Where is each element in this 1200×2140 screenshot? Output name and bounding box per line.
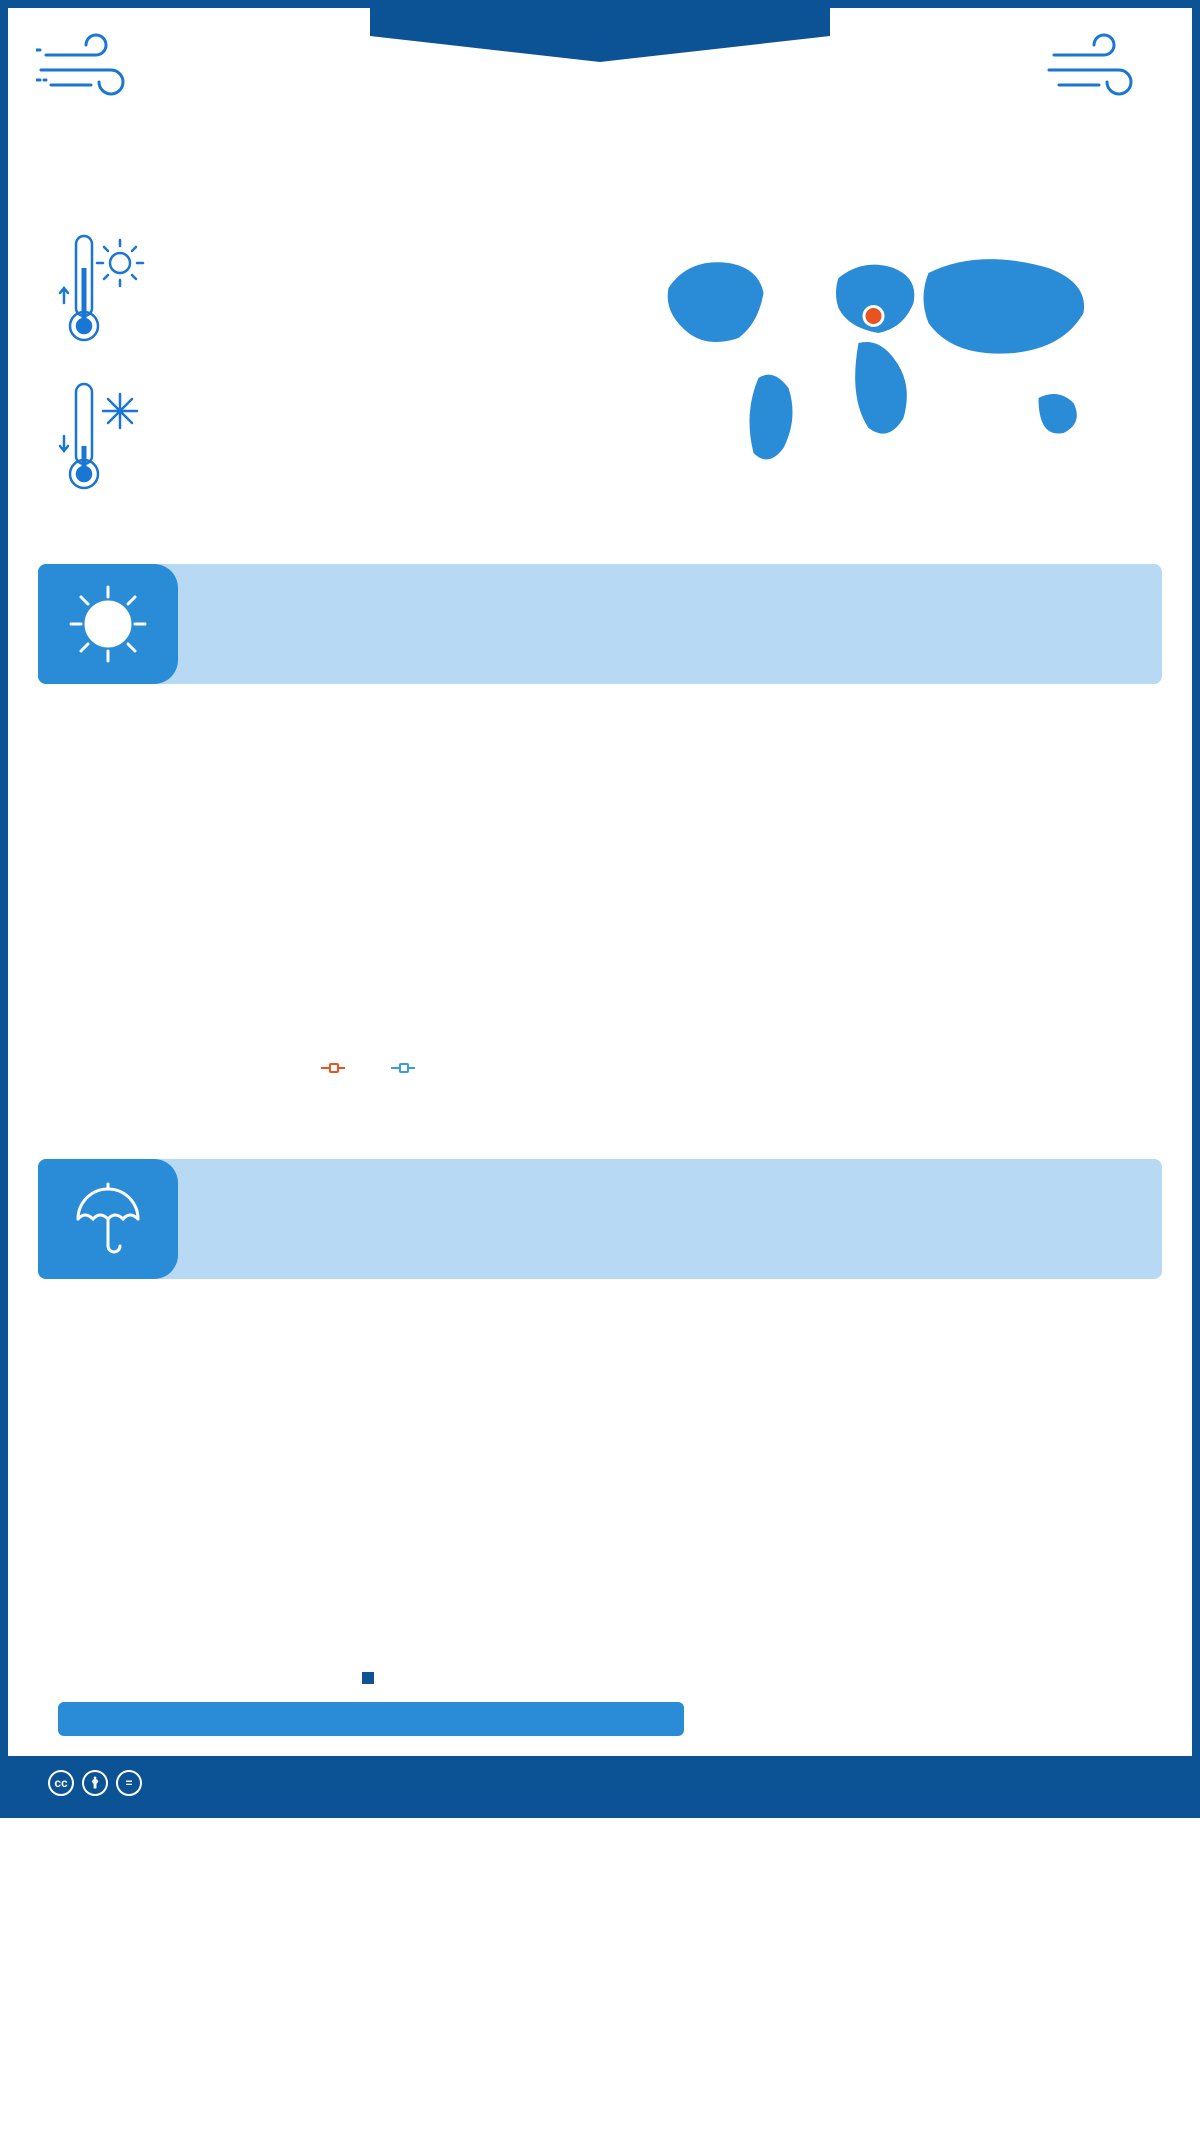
warmest-block xyxy=(58,228,585,348)
wind-icon xyxy=(1044,30,1164,110)
precipitation-bar-chart xyxy=(58,1319,678,1659)
intro-section xyxy=(8,208,1192,554)
thermometer-hot-icon xyxy=(58,228,148,348)
precipitation-probability-box xyxy=(58,1702,684,1736)
nd-icon: = xyxy=(116,1770,142,1796)
footer: cc 🛉 = xyxy=(8,1756,1192,1810)
sun-icon xyxy=(38,564,178,684)
infographic-page: .leg-line[style*='e8531f']::after{border… xyxy=(0,0,1200,1818)
umbrella-icon xyxy=(38,1159,178,1279)
coldest-block xyxy=(58,376,585,496)
temperature-summary xyxy=(724,724,1142,1069)
precip-legend xyxy=(58,1672,684,1684)
section-header-temperature xyxy=(38,564,1162,684)
header xyxy=(8,8,1192,208)
temperature-section: .leg-line[style*='e8531f']::after{border… xyxy=(8,694,1192,1099)
precipitation-summary xyxy=(724,1319,1142,1736)
by-icon: 🛉 xyxy=(82,1770,108,1796)
world-map xyxy=(615,228,1142,488)
temp-legend: .leg-line[style*='e8531f']::after{border… xyxy=(58,1067,684,1069)
section-header-precipitation xyxy=(38,1159,1162,1279)
thermometer-cold-icon xyxy=(58,376,148,496)
precipitation-section xyxy=(8,1289,1192,1756)
temperature-line-chart xyxy=(58,724,678,1054)
wind-icon xyxy=(36,30,156,110)
cc-icon: cc xyxy=(48,1770,74,1796)
title-banner xyxy=(370,8,830,62)
